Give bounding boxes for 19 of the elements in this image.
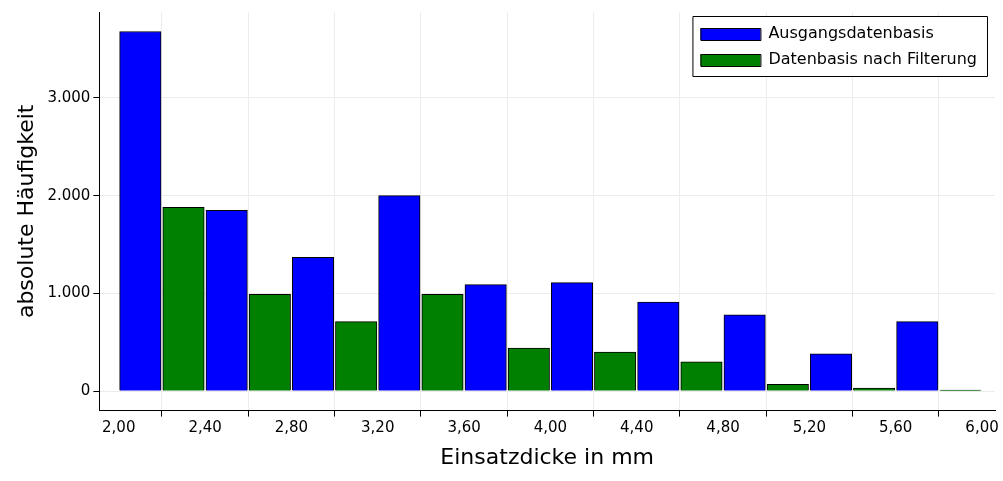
legend-label: Ausgangsdatenbasis	[768, 23, 934, 43]
x-tick-label: 2,40	[188, 418, 222, 437]
x-tick-label: 2,00	[102, 418, 136, 437]
x-tick-label: 5,20	[792, 418, 827, 437]
x-tick-label: 4,00	[533, 418, 568, 437]
y-tick-label: 3.000	[47, 87, 91, 106]
y-tick-label: 2.000	[47, 185, 91, 204]
y-tick-label: 1.000	[47, 283, 91, 302]
y-tick-label: 0	[80, 380, 91, 399]
x-tick-label: 3,60	[447, 418, 481, 437]
x-tick-label: 4,80	[706, 418, 740, 437]
x-tick-label: 3,20	[361, 418, 395, 437]
y-axis-title: absolute Häufigkeit	[12, 104, 38, 319]
x-tick-label: 5,60	[879, 418, 913, 437]
legend-label: Datenbasis nach Filterung	[768, 49, 977, 69]
x-tick-label: 6,00	[965, 418, 999, 437]
x-axis-title: Einsatzdicke in mm	[440, 443, 654, 469]
x-tick-label: 2,80	[274, 418, 309, 437]
x-tick-label: 4,40	[620, 418, 654, 437]
